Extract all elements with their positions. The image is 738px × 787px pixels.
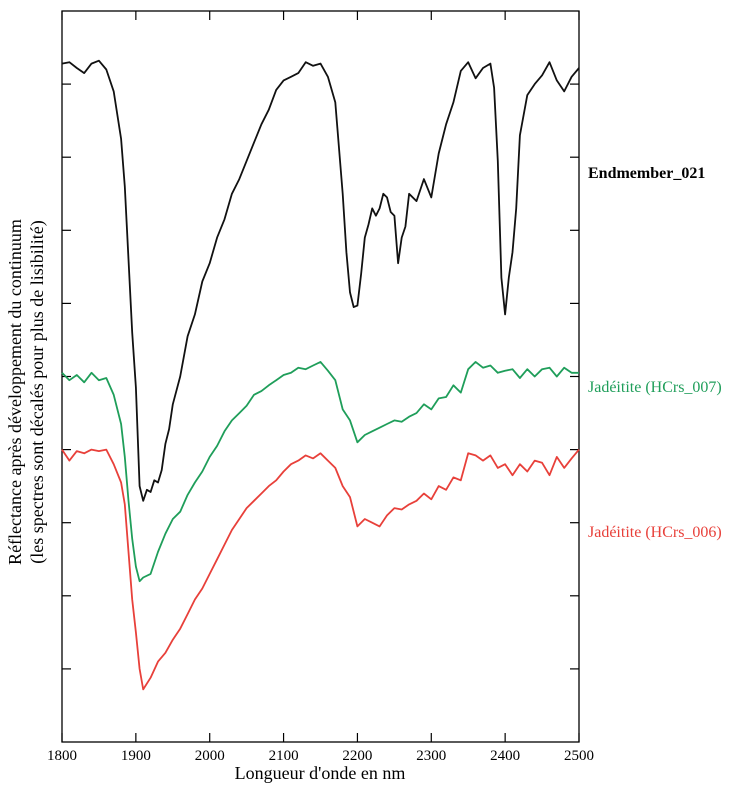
x-tick-label: 2500 xyxy=(564,748,594,764)
x-tick-label: 2100 xyxy=(269,748,299,764)
series-layer xyxy=(61,59,580,691)
series-label-jadeitite-hcrs-006: Jadéitite (HCrs_006) xyxy=(588,524,722,541)
y-axis-title-line2: (les spectres sont décalés pour plus de … xyxy=(27,220,48,563)
x-tick-label: 1900 xyxy=(121,748,151,764)
series-label-jadeitite-hcrs-007: Jadéitite (HCrs_007) xyxy=(588,379,722,396)
x-tick-label: 2200 xyxy=(342,748,372,764)
x-tick-label: 2400 xyxy=(490,748,520,764)
x-axis-title: Longueur d'onde en nm xyxy=(235,763,406,783)
y-axis-title-line1: Réflectance après développement du conti… xyxy=(5,219,25,565)
series-line-endmember-021 xyxy=(61,59,580,502)
series-line-jad-itite-hcrs-006 xyxy=(61,448,580,691)
x-tick-label: 1800 xyxy=(47,748,77,764)
x-tick-label: 2000 xyxy=(195,748,225,764)
x-tick-label: 2300 xyxy=(416,748,446,764)
series-line-jad-itite-hcrs-007 xyxy=(61,360,579,583)
y-axis-ticks xyxy=(62,83,579,670)
x-axis-ticks: 1800 1900 2000 2100 2200 2300 2400 2500 xyxy=(47,11,594,764)
plot-frame xyxy=(61,10,580,743)
series-label-endmember-021: Endmember_021 xyxy=(588,165,705,182)
